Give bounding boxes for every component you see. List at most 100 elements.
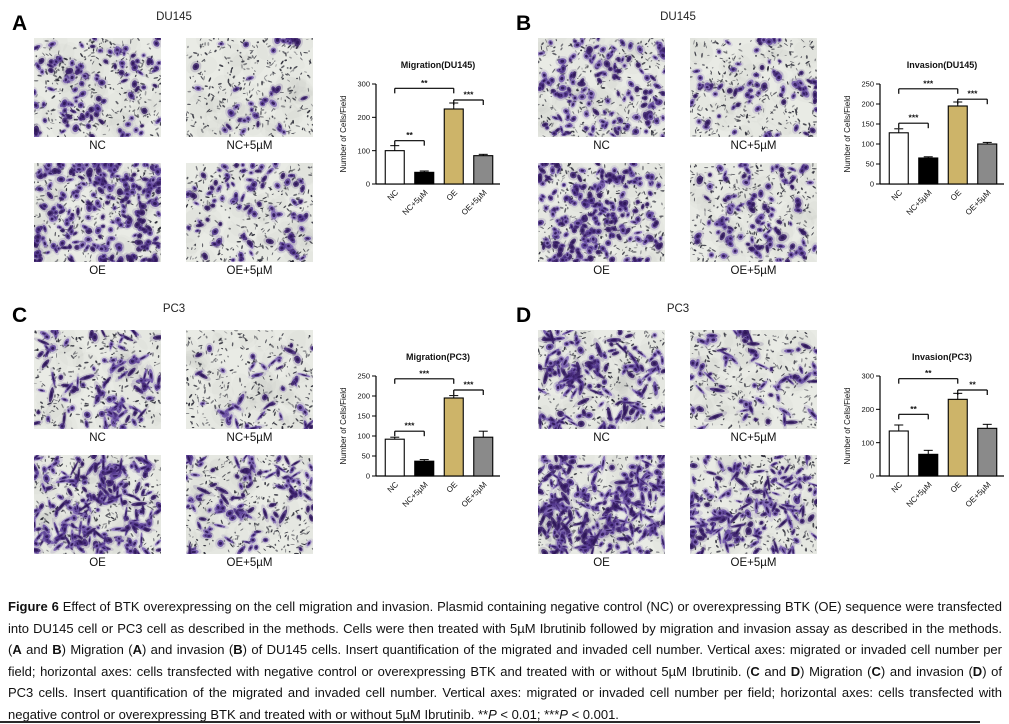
sig-stars: ** (910, 404, 917, 414)
caption-segment: and (21, 642, 53, 658)
micrograph-b-nc5um: NC+5µM (690, 38, 817, 152)
x-tick-label: OE (445, 480, 460, 495)
bar-chart-invasion-pc3: Invasion(PC3) 0 100 200 300 Number of Cells/F… (840, 346, 1009, 546)
sig-stars: ** (969, 380, 976, 390)
x-tick-label: OE (445, 188, 460, 203)
panel-b: B DU145 NC NC+5µM OE OE+5µM Invasion(DU1… (512, 6, 1009, 296)
x-tick-label: OE+5µM (964, 188, 993, 217)
caption-segment: ) Migration ( (800, 663, 872, 679)
micrograph-canvas (690, 38, 817, 137)
x-tick-label: NC (890, 480, 905, 495)
micrograph-label: OE (89, 265, 106, 277)
x-tick-label: NC+5µM (905, 188, 934, 217)
micrograph-b-oe5um: OE+5µM (690, 163, 817, 277)
bar (414, 460, 435, 477)
x-tick-label: NC (386, 188, 401, 203)
panel-c-title: PC3 (162, 303, 186, 315)
micrograph-b-nc: NC (538, 38, 665, 152)
x-tick-label: OE (949, 188, 964, 203)
caption-segment: C (750, 663, 760, 679)
micrograph-a-oe: OE (34, 163, 161, 277)
micrograph-c-nc5um: NC+5µM (186, 330, 313, 444)
y-tick-label: 100 (357, 146, 370, 155)
caption-segment: B (52, 642, 62, 658)
sig-stars: *** (419, 368, 430, 378)
y-tick-label: 100 (861, 140, 874, 149)
micrograph-label: NC (89, 140, 106, 152)
sig-stars: ** (421, 78, 428, 88)
caption-segment: < 0.01; *** (496, 706, 560, 722)
bar (414, 171, 435, 185)
y-tick-label: 100 (861, 438, 874, 447)
bar (473, 436, 494, 477)
micrograph-b-oe: OE (538, 163, 665, 277)
caption-segment: C (871, 663, 881, 679)
x-tick-label: NC+5µM (401, 188, 430, 217)
x-tick-label: NC+5µM (905, 480, 934, 509)
y-axis-label: Number of Cells/Field (843, 388, 852, 465)
micrograph-canvas (186, 38, 313, 137)
panel-b-letter: B (516, 12, 532, 35)
chart-title: Invasion(PC3) (912, 352, 972, 362)
micrograph-label: NC+5µM (730, 432, 777, 444)
micrograph-label: OE+5µM (730, 265, 777, 277)
y-tick-label: 100 (357, 432, 370, 441)
micrograph-label: NC+5µM (226, 140, 273, 152)
bar (443, 108, 464, 185)
micrograph-canvas (34, 163, 161, 262)
micrograph-label: OE (593, 265, 610, 277)
micrograph-c-nc: NC (34, 330, 161, 444)
caption-segment: A (132, 642, 142, 658)
figure-caption: Figure 6 Effect of BTK overexpressing on… (8, 596, 1002, 724)
panel-a-letter: A (12, 12, 28, 35)
caption-segment: ) of PC3 cells. Insert quantification of… (8, 663, 1002, 722)
y-axis-label: Number of Cells/Field (339, 388, 348, 465)
micrograph-c-oe: OE (34, 455, 161, 569)
y-tick-label: 300 (357, 80, 370, 89)
y-tick-label: 200 (357, 113, 370, 122)
panel-b-title: DU145 (660, 11, 696, 23)
micrograph-canvas (538, 163, 665, 262)
bar-chart-svg: Migration(DU145) 0 100 200 300 Number of Cell… (339, 60, 500, 217)
caption-segment: and (759, 663, 791, 679)
micrograph-d-nc: NC (538, 330, 665, 444)
caption-segment: ) Migration ( (61, 642, 133, 658)
caption-segment: P (559, 706, 568, 722)
micrograph-a-nc: NC (34, 38, 161, 152)
micrograph-d-nc5um: NC+5µM (690, 330, 817, 444)
x-tick-label: OE+5µM (964, 480, 993, 509)
chart-title: Invasion(DU145) (907, 60, 978, 70)
micrograph-canvas (34, 330, 161, 429)
bar (947, 398, 968, 477)
chart-title: Migration(PC3) (406, 352, 470, 362)
y-tick-label: 200 (861, 405, 874, 414)
x-tick-label: NC (890, 188, 905, 203)
y-axis-label: Number of Cells/Field (843, 96, 852, 173)
micrograph-a-nc5um: NC+5µM (186, 38, 313, 152)
micrograph-label: NC (89, 432, 106, 444)
y-tick-label: 250 (861, 80, 874, 89)
bar-chart-invasion-du145: Invasion(DU145) 0 50 100 150 200 250 Number of … (840, 54, 1009, 254)
caption-segment: B (233, 642, 243, 658)
micrograph-canvas (34, 455, 161, 554)
bar (977, 143, 998, 185)
y-tick-label: 50 (866, 160, 874, 169)
y-tick-label: 0 (870, 180, 874, 189)
micrograph-label: OE+5µM (730, 557, 777, 569)
caption-segment: D (972, 663, 983, 679)
micrograph-canvas (34, 38, 161, 137)
bar (443, 397, 464, 477)
micrograph-canvas (538, 330, 665, 429)
micrograph-d-oe5um: OE+5µM (690, 455, 817, 569)
micrograph-canvas (690, 330, 817, 429)
caption-segment: ) and invasion ( (880, 663, 973, 679)
panel-d: D PC3 NC NC+5µM OE OE+5µM Invasion(PC3) 0… (512, 298, 1009, 588)
sig-stars: *** (909, 113, 920, 123)
micrograph-label: OE+5µM (226, 265, 273, 277)
panel-a-title: DU145 (156, 11, 192, 23)
caption-segment: A (12, 642, 22, 658)
y-tick-label: 250 (357, 372, 370, 381)
micrograph-label: NC (593, 432, 610, 444)
y-tick-label: 200 (861, 100, 874, 109)
